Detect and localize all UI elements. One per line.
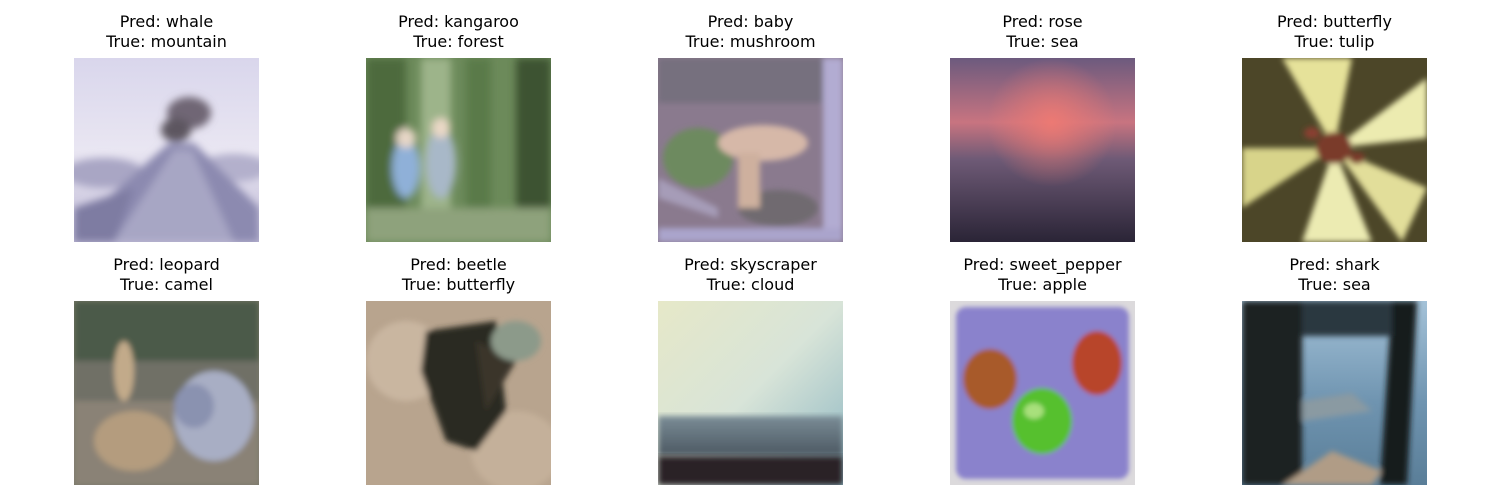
image-forest-thumbnail	[366, 58, 551, 242]
cell-title: Pred: shark True: sea	[1202, 255, 1467, 295]
cell-title: Pred: whale True: mountain	[34, 12, 299, 52]
cell-title: Pred: leopard True: camel	[34, 255, 299, 295]
image-tulip-thumbnail	[1242, 58, 1427, 242]
cell-title: Pred: skyscraper True: cloud	[618, 255, 883, 295]
image-mountain-thumbnail	[74, 58, 259, 242]
image-camel-thumbnail	[74, 301, 259, 485]
true-label: True: camel	[120, 275, 213, 294]
cell-title: Pred: baby True: mushroom	[618, 12, 883, 52]
pred-label: Pred: leopard	[113, 255, 220, 274]
image-mushroom-thumbnail	[658, 58, 843, 242]
true-label: True: forest	[413, 32, 504, 51]
cell-title: Pred: rose True: sea	[910, 12, 1175, 52]
true-label: True: tulip	[1294, 32, 1375, 51]
true-label: True: apple	[998, 275, 1087, 294]
pred-label: Pred: shark	[1289, 255, 1380, 274]
image-sea-sunset-thumbnail	[950, 58, 1135, 242]
image-butterfly-thumbnail	[366, 301, 551, 485]
cell-title: Pred: sweet_pepper True: apple	[910, 255, 1175, 295]
pred-label: Pred: kangaroo	[398, 12, 519, 31]
true-label: True: cloud	[706, 275, 795, 294]
image-apple-thumbnail	[950, 301, 1135, 485]
image-cloud-thumbnail	[658, 301, 843, 485]
pred-label: Pred: sweet_pepper	[963, 255, 1122, 274]
pred-label: Pred: beetle	[410, 255, 507, 274]
pred-label: Pred: rose	[1002, 12, 1083, 31]
pred-label: Pred: skyscraper	[684, 255, 817, 274]
cell-title: Pred: kangaroo True: forest	[326, 12, 591, 52]
true-label: True: mushroom	[685, 32, 816, 51]
image-sea-coast-thumbnail	[1242, 301, 1427, 485]
pred-label: Pred: baby	[707, 12, 794, 31]
cell-title: Pred: butterfly True: tulip	[1202, 12, 1467, 52]
pred-label: Pred: butterfly	[1277, 12, 1392, 31]
true-label: True: sea	[1298, 275, 1371, 294]
cell-title: Pred: beetle True: butterfly	[326, 255, 591, 295]
true-label: True: mountain	[106, 32, 227, 51]
pred-label: Pred: whale	[119, 12, 214, 31]
true-label: True: sea	[1006, 32, 1079, 51]
true-label: True: butterfly	[401, 275, 516, 294]
